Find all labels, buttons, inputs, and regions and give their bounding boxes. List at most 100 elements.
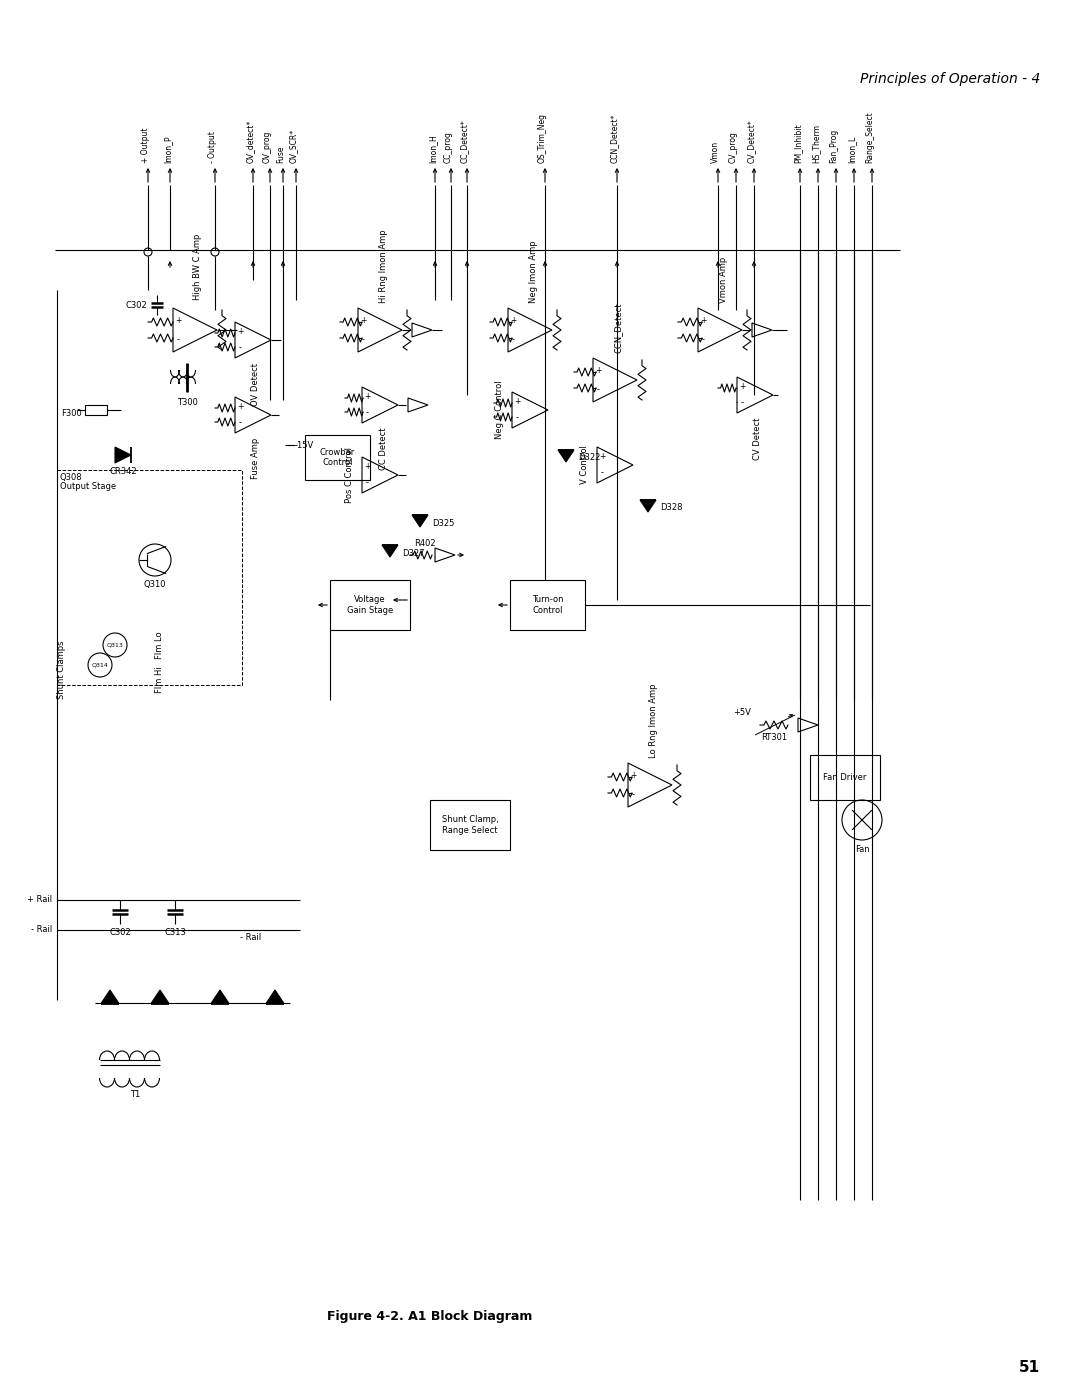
Text: +: + [598, 453, 605, 461]
Text: Figure 4-2. A1 Block Diagram: Figure 4-2. A1 Block Diagram [327, 1310, 532, 1323]
Polygon shape [382, 545, 399, 557]
Text: Lo Rng Imon Amp: Lo Rng Imon Amp [648, 683, 658, 759]
Text: Flm Hi: Flm Hi [156, 666, 164, 693]
Polygon shape [558, 450, 573, 462]
Text: D327: D327 [402, 549, 424, 557]
Text: CV Detect: CV Detect [754, 418, 762, 461]
Text: -: - [239, 344, 242, 352]
Text: -: - [741, 398, 743, 408]
Text: C302: C302 [109, 928, 131, 937]
Text: Q313: Q313 [107, 643, 123, 647]
Polygon shape [266, 990, 284, 1003]
Text: PM_Inhibit: PM_Inhibit [793, 123, 802, 163]
Text: -15V: -15V [295, 440, 314, 450]
Text: OV Detect: OV Detect [252, 363, 260, 407]
Text: Neg C Control: Neg C Control [495, 381, 504, 439]
Text: 51: 51 [1018, 1361, 1040, 1375]
Text: Voltage
Gain Stage: Voltage Gain Stage [347, 595, 393, 615]
Text: - Rail: - Rail [30, 925, 52, 935]
Text: -: - [515, 414, 518, 423]
Text: Shunt Clamp,
Range Select: Shunt Clamp, Range Select [442, 816, 498, 834]
Text: High BW C Amp: High BW C Amp [192, 233, 202, 300]
Text: -: - [365, 408, 368, 418]
Bar [510, 580, 585, 630]
Text: - Rail: - Rail [240, 933, 261, 942]
Text: Fuse: Fuse [276, 145, 285, 163]
Text: Fan: Fan [854, 845, 869, 854]
Text: +: + [237, 402, 243, 411]
Text: HS_Therm: HS_Therm [811, 124, 820, 163]
Text: +: + [739, 383, 745, 391]
Text: Range_Select: Range_Select [865, 112, 874, 163]
Text: -: - [176, 335, 179, 345]
Text: C313: C313 [164, 928, 186, 937]
Text: +: + [630, 771, 636, 780]
Text: Q308: Q308 [60, 474, 83, 482]
Text: RT301: RT301 [761, 733, 787, 742]
Text: Fuse Amp: Fuse Amp [252, 439, 260, 479]
Text: OV_SCR*: OV_SCR* [289, 129, 298, 163]
Text: +: + [700, 316, 706, 324]
Text: Vmon Amp: Vmon Amp [718, 257, 728, 303]
Polygon shape [411, 515, 428, 527]
Text: + Output: + Output [141, 127, 150, 163]
Text: CV_Detect*: CV_Detect* [747, 119, 756, 163]
Polygon shape [211, 990, 229, 1003]
Text: -: - [362, 335, 365, 345]
Text: + Rail: + Rail [27, 895, 52, 904]
Text: +: + [364, 393, 370, 401]
Text: CCN_Detect: CCN_Detect [613, 303, 622, 353]
Text: C302: C302 [125, 300, 147, 310]
Text: D322: D322 [578, 454, 600, 462]
Text: OV_detect*: OV_detect* [246, 120, 255, 163]
Text: CR342: CR342 [109, 467, 137, 476]
Text: Vmon: Vmon [711, 141, 720, 163]
Text: -: - [702, 335, 704, 345]
Text: CV_prog: CV_prog [729, 131, 738, 163]
Polygon shape [114, 447, 131, 462]
Bar [810, 754, 880, 800]
Polygon shape [151, 990, 168, 1003]
Text: Fan_Prog: Fan_Prog [829, 129, 838, 163]
Text: T300: T300 [176, 398, 198, 407]
Text: OS_Trim_Neg: OS_Trim_Neg [538, 113, 546, 163]
Text: Shunt Clamps: Shunt Clamps [57, 641, 66, 700]
Text: R402: R402 [415, 539, 436, 548]
Text: - Output: - Output [208, 131, 217, 163]
Text: Imon_H: Imon_H [428, 134, 437, 163]
Text: Crowbar
Control: Crowbar Control [320, 448, 355, 467]
Text: -: - [512, 335, 514, 345]
Text: Flm Lo: Flm Lo [156, 631, 164, 659]
Text: +: + [237, 327, 243, 337]
Text: +: + [175, 316, 181, 324]
Text: T1: T1 [130, 1090, 140, 1099]
Text: +: + [360, 316, 366, 324]
Text: +5V: +5V [733, 708, 751, 717]
Polygon shape [102, 990, 119, 1003]
Text: +: + [364, 462, 370, 471]
Text: Q310: Q310 [144, 580, 166, 590]
Text: Imon_L: Imon_L [847, 136, 856, 163]
Text: +: + [595, 366, 602, 374]
Bar [85, 405, 107, 415]
Text: +: + [510, 316, 516, 324]
Bar [57, 469, 242, 685]
Text: CC Detect: CC Detect [378, 427, 388, 471]
Text: V Control: V Control [580, 446, 589, 485]
Text: Imon_P: Imon_P [163, 136, 172, 163]
Text: Q314: Q314 [92, 662, 108, 668]
Text: Neg Imon Amp: Neg Imon Amp [528, 240, 538, 303]
Text: Fan Driver: Fan Driver [823, 773, 866, 782]
Text: Hi Rng Imon Amp: Hi Rng Imon Amp [378, 229, 388, 303]
Text: D325: D325 [432, 518, 455, 528]
Text: CC_prog: CC_prog [444, 131, 453, 163]
Text: CCN_Detect*: CCN_Detect* [610, 113, 619, 163]
Bar [430, 800, 510, 849]
Text: +: + [514, 397, 521, 407]
Text: OV_prog: OV_prog [264, 131, 272, 163]
Text: -: - [600, 468, 604, 478]
Text: Output Stage: Output Stage [60, 482, 117, 490]
Text: -: - [365, 479, 368, 488]
Text: CC_Detect*: CC_Detect* [460, 119, 469, 163]
Text: Turn-on
Control: Turn-on Control [531, 595, 564, 615]
